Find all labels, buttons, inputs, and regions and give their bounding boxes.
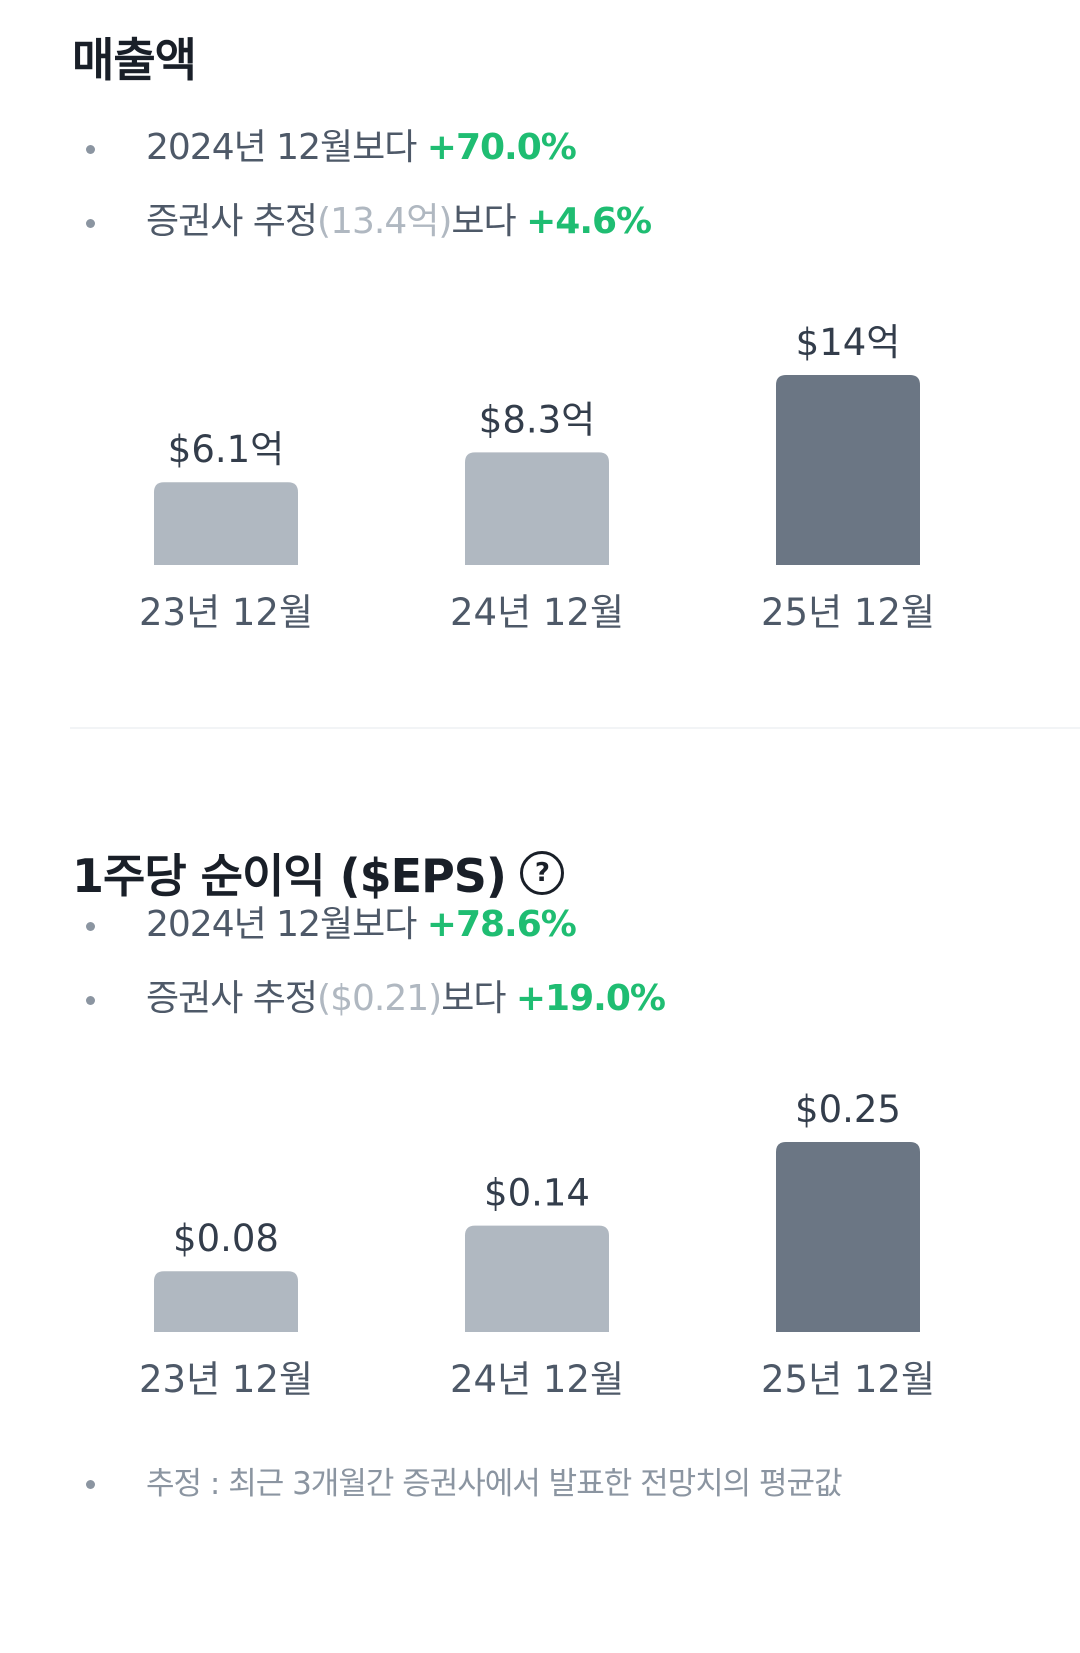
eps-summary-list: 2024년 12월보다 +78.6% 증권사 추정($0.21)보다 +19.0… xyxy=(86,897,666,1045)
eps-bar-value-label: $0.14 xyxy=(484,1172,590,1215)
revenue-bar xyxy=(465,452,609,565)
revenue-bar xyxy=(154,482,298,565)
eps-bar xyxy=(776,1142,920,1332)
revenue-bar-chart: $6.1억 23년 12월 $8.3억 24년 12월 $14억 25년 12월 xyxy=(139,321,935,630)
revenue-category-label: 25년 12월 xyxy=(761,591,935,630)
revenue-estimate-suffix: 보다 xyxy=(451,201,527,242)
eps-estimate-change: +19.0% xyxy=(515,978,666,1019)
revenue-section: 매출액 2024년 12월보다 +70.0% 증권사 추정(13.4억)보다 +… xyxy=(0,0,1080,729)
revenue-category-label: 23년 12월 xyxy=(139,591,313,630)
eps-yoy-text: 2024년 12월보다 xyxy=(146,904,427,945)
eps-category-label: 23년 12월 xyxy=(139,1358,313,1400)
eps-bar-value-label: $0.25 xyxy=(795,1088,901,1131)
revenue-estimate-value: (13.4억) xyxy=(317,201,452,242)
eps-title-row: 1주당 순이익 ($EPS)? xyxy=(72,840,564,906)
revenue-bar-value-label: $14억 xyxy=(796,321,901,364)
revenue-bar-value-label: $8.3억 xyxy=(479,398,595,441)
revenue-yoy-change: +70.0% xyxy=(426,127,577,168)
eps-bar xyxy=(154,1271,298,1332)
eps-bar xyxy=(465,1225,609,1332)
eps-yoy-item: 2024년 12월보다 +78.6% xyxy=(86,897,665,971)
revenue-title: 매출액 xyxy=(72,33,197,87)
eps-estimate-value: ($0.21) xyxy=(317,978,442,1019)
help-icon[interactable]: ? xyxy=(519,851,564,895)
eps-section: 1주당 순이익 ($EPS)? 2024년 12월보다 +78.6% 증권사 추… xyxy=(0,810,1080,1530)
section-divider xyxy=(70,727,1080,729)
estimate-footnote: 추정 : 최근 3개월간 증권사에서 발표한 전망치의 평균값 xyxy=(86,1462,843,1506)
eps-yoy-change: +78.6% xyxy=(426,904,577,945)
eps-estimate-item: 증권사 추정($0.21)보다 +19.0% xyxy=(86,971,666,1045)
revenue-estimate-change: +4.6% xyxy=(526,201,652,242)
eps-bar-chart: $0.08 23년 12월 $0.14 24년 12월 $0.25 25년 12월 xyxy=(139,1088,935,1400)
eps-bar-value-label: $0.08 xyxy=(173,1217,279,1260)
revenue-category-label: 24년 12월 xyxy=(450,591,624,630)
revenue-yoy-item: 2024년 12월보다 +70.0% xyxy=(86,120,651,194)
revenue-bar xyxy=(776,375,920,565)
revenue-summary-list: 2024년 12월보다 +70.0% 증권사 추정(13.4억)보다 +4.6% xyxy=(86,120,652,268)
revenue-yoy-text: 2024년 12월보다 xyxy=(146,127,427,168)
eps-estimate-prefix: 증권사 추정 xyxy=(146,978,318,1019)
revenue-estimate-prefix: 증권사 추정 xyxy=(146,201,318,242)
eps-category-label: 25년 12월 xyxy=(761,1358,935,1400)
revenue-bar-value-label: $6.1억 xyxy=(168,428,284,471)
eps-category-label: 24년 12월 xyxy=(450,1358,624,1400)
eps-title: 1주당 순이익 ($EPS) xyxy=(72,849,507,903)
eps-estimate-suffix: 보다 xyxy=(441,978,516,1019)
revenue-estimate-item: 증권사 추정(13.4억)보다 +4.6% xyxy=(86,194,652,268)
